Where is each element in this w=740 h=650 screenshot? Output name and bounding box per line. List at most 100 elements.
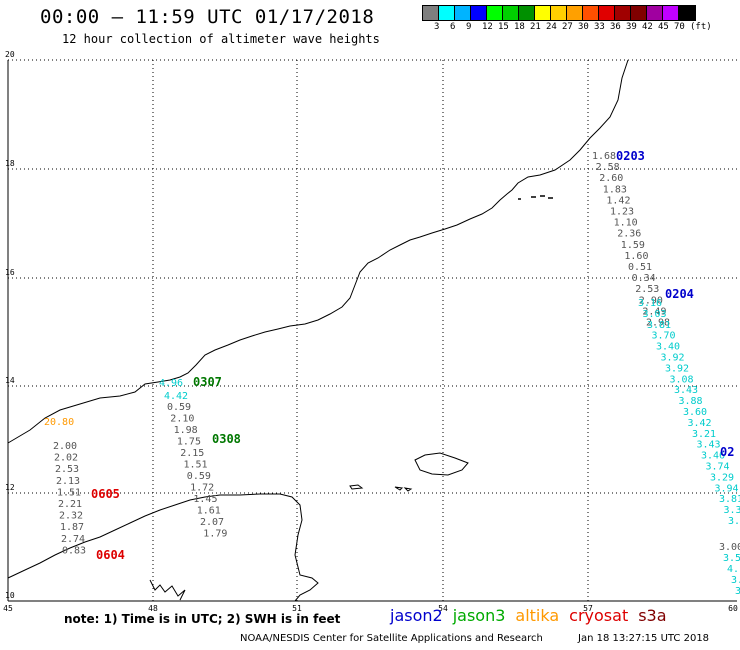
legend-label: 15 (498, 22, 509, 32)
wave-value-cyan: 3.60 (683, 407, 707, 418)
pass-label: 0204 (665, 287, 694, 301)
longitude-tick: 57 (583, 604, 593, 613)
coastline-somalia (7, 493, 319, 602)
wave-value-gray: 1.75 (177, 437, 201, 448)
wave-value-gray: 0.59 (187, 471, 211, 482)
map-subtitle: 12 hour collection of altimeter wave hei… (62, 32, 380, 46)
pass-label: 0308 (212, 432, 241, 446)
wave-value-gray: 2.58 (596, 162, 620, 173)
wave-value-cyan: 3.29 (710, 472, 734, 483)
legend-swatch (487, 6, 503, 20)
legend-swatch (503, 6, 519, 20)
wave-height-legend-labels: 3 6 9 12 15 18 21 24 27 30 33 36 39 42 45 70 (ft) (422, 22, 738, 34)
wave-value-gray: 0.34 (632, 273, 656, 284)
island-samhah (394, 486, 413, 492)
wave-value-cyan: 3.40 (656, 342, 680, 353)
wave-value-gray: 1.87 (60, 522, 84, 533)
wave-value-gray: 2.32 (59, 511, 83, 522)
wave-value-gray: 1.42 (606, 195, 630, 206)
wave-value-gray: 0.83 (62, 545, 86, 556)
latitude-tick: 16 (5, 268, 15, 277)
wave-value-gray: 1.59 (621, 240, 645, 251)
wave-value-cyan: 3.43 (674, 385, 698, 396)
legend-swatch (471, 6, 487, 20)
longitude-tick: 51 (292, 604, 302, 613)
wave-value-tail: 3. (735, 586, 740, 597)
wave-value-gray: 1.23 (610, 207, 634, 218)
longitude-tick: 48 (148, 604, 158, 613)
legend-swatch (663, 6, 679, 20)
legend-label: 9 (466, 22, 472, 32)
wave-value-cyan: 3.81 (647, 320, 671, 331)
legend-swatch (455, 6, 471, 20)
longitude-tick: 45 (3, 604, 13, 613)
wave-value-gray: 0.59 (167, 402, 191, 413)
legend-swatch (439, 6, 455, 20)
wave-value-gray: 2.21 (58, 499, 82, 510)
legend-swatch (519, 6, 535, 20)
wave-value-gray: 1.60 (624, 251, 648, 262)
wave-value-cyan: 3.70 (652, 331, 676, 342)
latitude-tick: 10 (5, 591, 15, 600)
legend-label: 70 (674, 22, 685, 32)
wave-value-cyan: 3.16 (638, 298, 662, 309)
wave-value-tail: 3.5 (723, 553, 740, 564)
wave-value-gray: 2.60 (599, 173, 623, 184)
legend-label: 27 (562, 22, 573, 32)
latitude-tick: 14 (5, 376, 15, 385)
island-abd-al-kuri (349, 484, 364, 490)
wave-value-gray: 2.98 (646, 318, 670, 329)
legend-label: 18 (514, 22, 525, 32)
wave-height-values: 1.682.582.601.831.421.231.102.361.591.60… (44, 151, 740, 597)
latitude-tick: 18 (5, 159, 15, 168)
latitude-tick: 12 (5, 483, 15, 492)
legend-swatch (615, 6, 631, 20)
wave-value-cyan: 3.43 (697, 440, 721, 451)
legend-label: 33 (594, 22, 605, 32)
wave-value-gray: 2.74 (61, 534, 85, 545)
legend-label: 6 (450, 22, 456, 32)
legend-swatch (583, 6, 599, 20)
wave-value-gray: 1.79 (203, 529, 227, 540)
wave-value-cyan: 3.74 (706, 462, 730, 473)
wave-value-cyan: 3.88 (679, 396, 703, 407)
latitude-tick: 20 (5, 50, 15, 59)
legend-label: 3 (434, 22, 440, 32)
wave-value-gray: 1.51 (57, 487, 81, 498)
legend-label: 24 (546, 22, 557, 32)
wave-value-gray: 2.00 (53, 441, 77, 452)
satellite-altika: altika (515, 606, 560, 625)
legend-swatch (551, 6, 567, 20)
legend-label: 39 (626, 22, 637, 32)
wave-value-gray: 2.02 (54, 453, 78, 464)
wave-height-color-legend (422, 5, 696, 21)
wave-value-gray: 1.51 (184, 460, 208, 471)
wave-value-cyan: 3.92 (665, 363, 689, 374)
wave-value-cyan: 3.21 (692, 429, 716, 440)
legend-swatch (679, 6, 695, 20)
wave-value-cyan: 3.94 (715, 483, 739, 494)
satellite-legend: jason2 jason3 altika cryosat s3a (390, 606, 677, 625)
wave-value-gray: 2.53 (55, 464, 79, 475)
wave-value-gray: 2.90 (639, 295, 663, 306)
map-grid (8, 59, 737, 601)
wave-value-cyan: 4.96 (159, 378, 183, 389)
longitude-tick: 54 (438, 604, 448, 613)
wave-value-cyan: 3.92 (661, 353, 685, 364)
wave-value-cyan: 3.46 (701, 451, 725, 462)
wave-value-gray: 1.83 (603, 184, 627, 195)
coastline-arabia (7, 59, 629, 444)
wave-value-cyan: 4.42 (164, 391, 188, 402)
wave-value-gray: 1.98 (174, 425, 198, 436)
islands-kuria-muria (518, 195, 553, 200)
satellite-jason2: jason2 (390, 606, 443, 625)
wave-value-cyan: 3.08 (670, 374, 694, 385)
wave-value-gray: 1.72 (190, 483, 214, 494)
legend-label: 21 (530, 22, 541, 32)
legend-label: 42 (642, 22, 653, 32)
wave-value-gray: 2.15 (180, 448, 204, 459)
pass-label: 0605 (91, 487, 120, 501)
pass-label: 02 (720, 445, 734, 459)
wave-value-gray: 1.45 (193, 494, 217, 505)
